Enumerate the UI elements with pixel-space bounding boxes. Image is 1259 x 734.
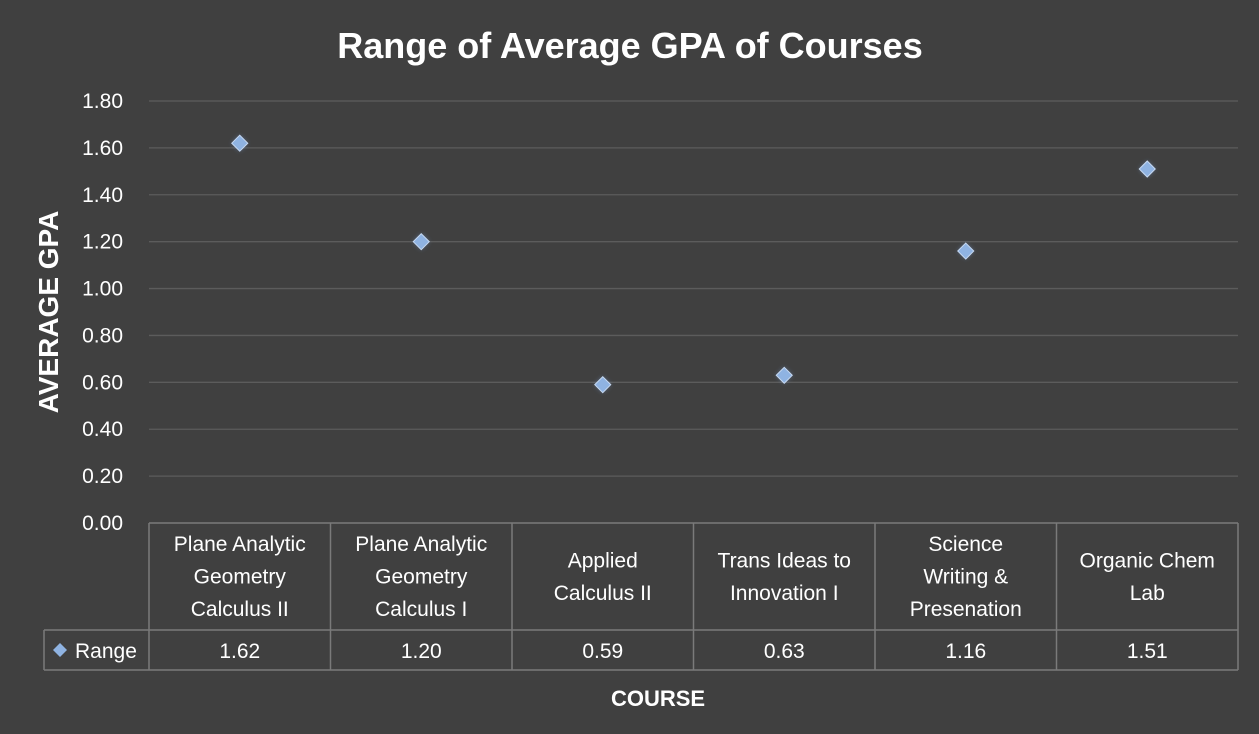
y-tick-label: 1.80 [82, 90, 123, 113]
legend-label: Range [75, 640, 137, 663]
category-label: Plane Analytic Geometry Calculus II [174, 533, 306, 621]
category-label: Science Writing & Presenation [910, 533, 1022, 621]
category-labels: Plane Analytic Geometry Calculus II Plane A… [174, 533, 1215, 621]
data-point [957, 242, 975, 260]
data-table-values: 1.62 1.20 0.59 0.63 1.16 1.51 [219, 640, 1167, 663]
table-value: 1.62 [219, 640, 260, 663]
category-label: Organic Chem Lab [1080, 549, 1215, 605]
category-label: Trans Ideas to Innovation I [718, 549, 851, 605]
y-tick-label: 0.80 [82, 324, 123, 347]
series-range-points [231, 134, 1156, 394]
chart-title: Range of Average GPA of Courses [337, 25, 922, 66]
y-tick-label: 0.60 [82, 371, 123, 394]
category-label: Plane Analytic Geometry Calculus I [355, 533, 487, 621]
data-point [594, 375, 612, 394]
y-tick-label: 1.00 [82, 278, 123, 301]
data-point [231, 134, 249, 152]
table-value: 0.63 [764, 640, 805, 663]
category-label: Applied Calculus II [554, 549, 652, 605]
y-tick-label: 1.60 [82, 137, 123, 160]
legend: Range [53, 640, 137, 663]
y-axis-label: AVERAGE GPA [33, 211, 64, 414]
y-tick-label: 0.40 [82, 418, 123, 441]
legend-marker [53, 643, 67, 657]
table-value: 1.16 [945, 640, 986, 663]
gridlines [149, 100, 1238, 477]
data-point [775, 366, 793, 385]
y-tick-label: 0.00 [82, 512, 123, 535]
x-axis-label: COURSE [611, 686, 705, 711]
y-tick-label: 1.20 [82, 231, 123, 254]
table-value: 1.51 [1127, 640, 1168, 663]
y-tick-label: 1.40 [82, 184, 123, 207]
table-value: 1.20 [401, 640, 442, 663]
data-table [43, 522, 1239, 671]
y-tick-label: 0.20 [82, 465, 123, 488]
data-point [1138, 160, 1156, 178]
data-point [412, 232, 430, 251]
y-tick-labels: 0.00 0.20 0.40 0.60 0.80 1.00 1.20 1.40 1.60 1.80 [82, 90, 123, 535]
table-value: 0.59 [582, 640, 623, 663]
